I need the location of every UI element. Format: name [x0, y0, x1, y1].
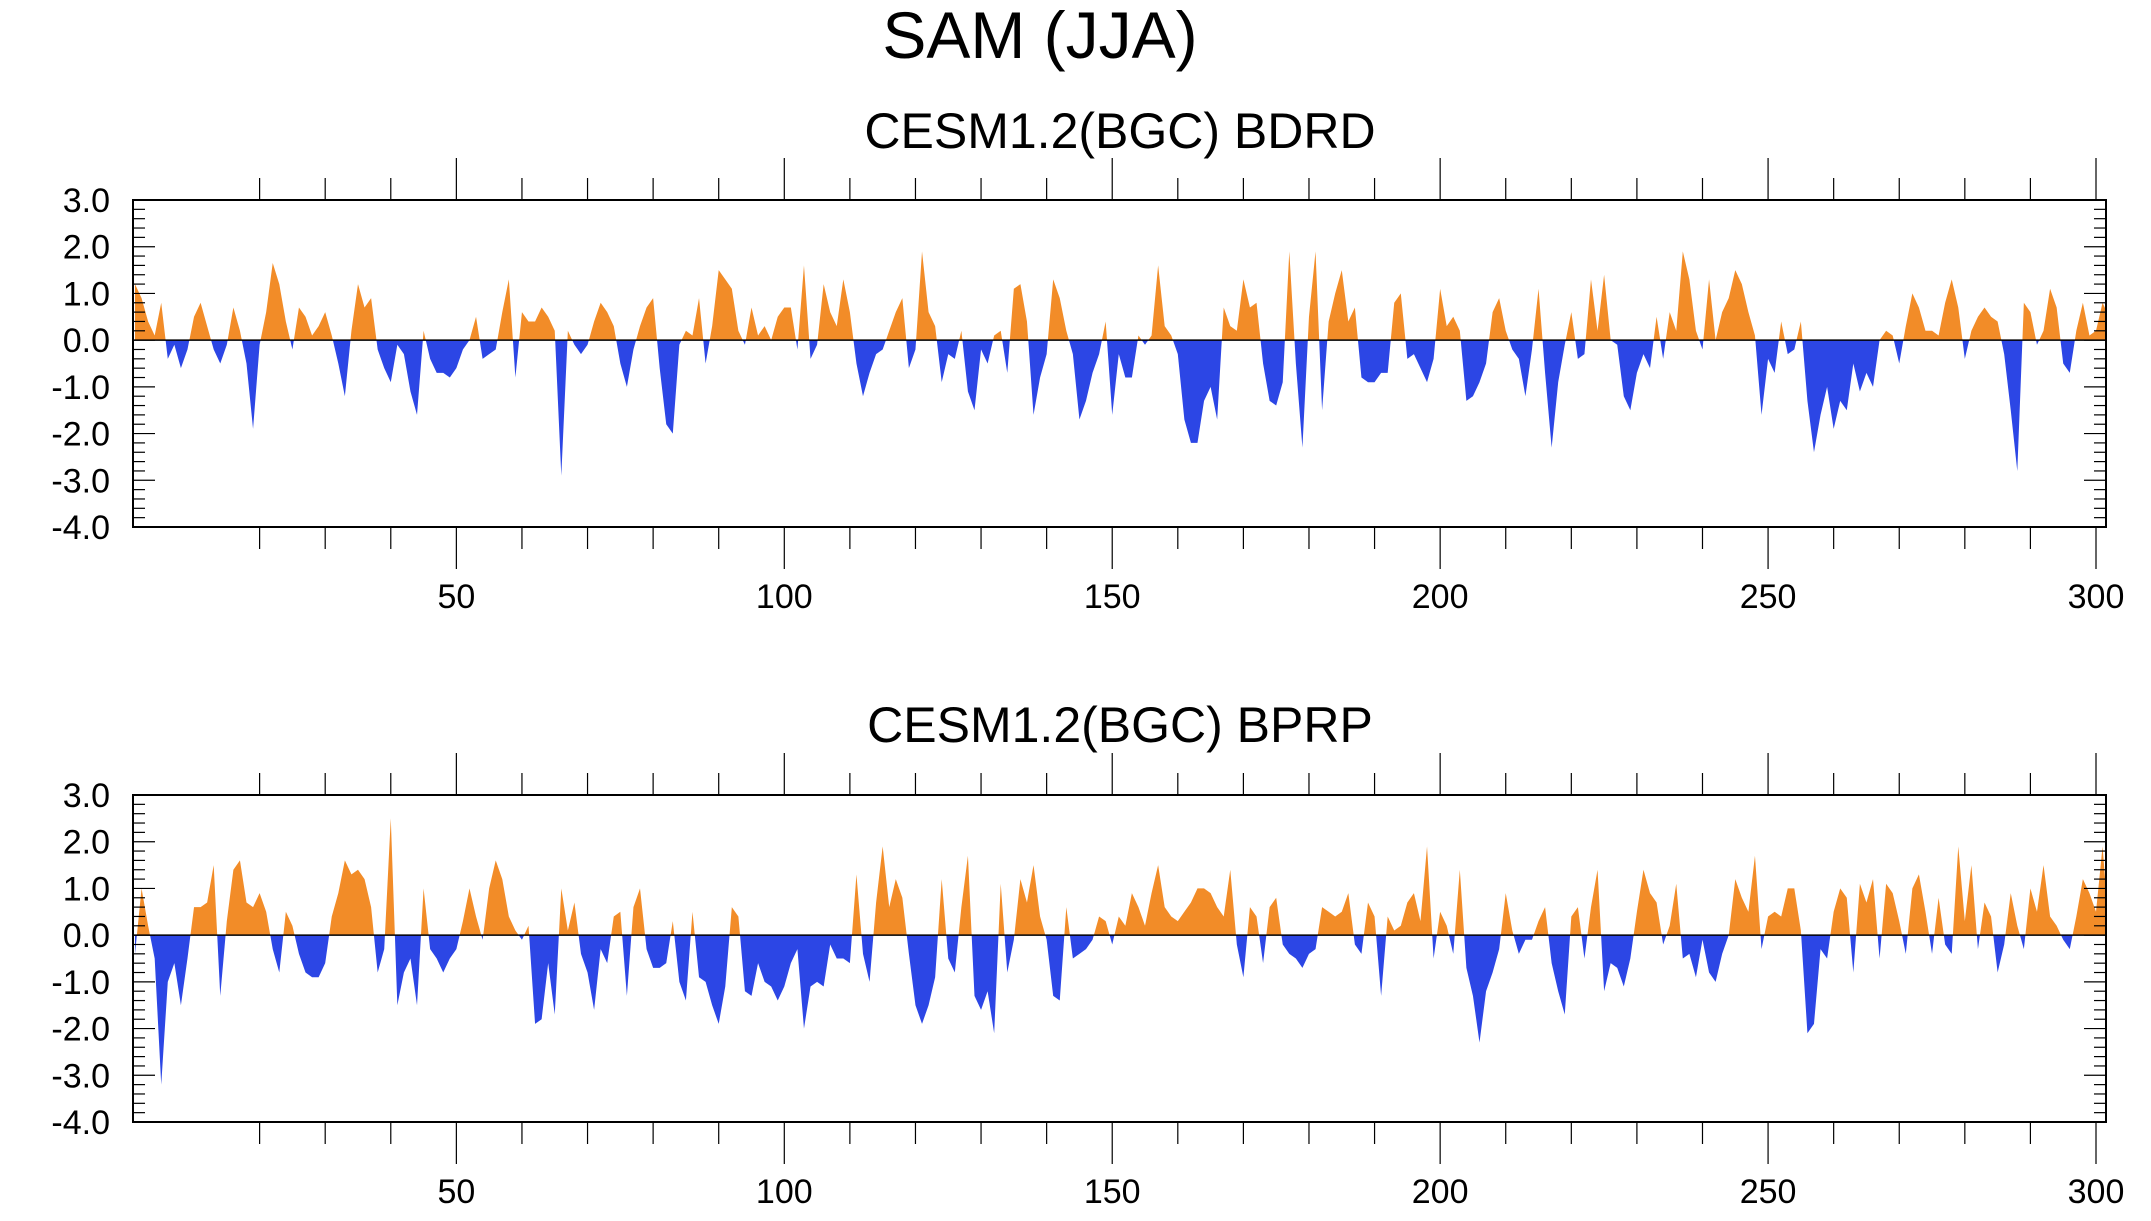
x-tick-label: 200 — [1412, 1173, 1469, 1211]
y-tick-label: -1.0 — [51, 964, 110, 1002]
y-tick-label: 2.0 — [63, 229, 110, 267]
y-tick-label: -1.0 — [51, 369, 110, 407]
chart-panel-bprp: CESM1.2(BGC) BPRP -4.0 -3.0 -2.0 -1.0 0.0 1.0 2… — [51, 697, 2125, 1211]
x-tick-label: 50 — [437, 578, 475, 616]
x-tick-label: 150 — [1084, 1173, 1141, 1211]
y-tick-label: 2.0 — [63, 824, 110, 862]
x-tick-label: 300 — [2068, 578, 2125, 616]
x-tick-label: 50 — [437, 1173, 475, 1211]
panel-title: CESM1.2(BGC) BDRD — [864, 103, 1375, 159]
y-tick-label: -4.0 — [51, 509, 110, 547]
y-tick-label: -2.0 — [51, 1011, 110, 1049]
y-tick-label: -2.0 — [51, 416, 110, 454]
x-tick-label: 300 — [2068, 1173, 2125, 1211]
y-tick-label: -4.0 — [51, 1104, 110, 1142]
x-tick-label: 200 — [1412, 578, 1469, 616]
x-tick-label: 100 — [756, 578, 813, 616]
x-tick-label: 100 — [756, 1173, 813, 1211]
figure-title: SAM (JJA) — [882, 0, 1197, 72]
y-tick-label: 0.0 — [63, 917, 110, 955]
y-tick-label: -3.0 — [51, 1057, 110, 1095]
negative-anomaly-area — [135, 935, 2073, 1085]
x-tick-label: 250 — [1740, 1173, 1797, 1211]
y-tick-label: 1.0 — [63, 870, 110, 908]
y-tick-label: 1.0 — [63, 275, 110, 313]
y-tick-label: 0.0 — [63, 322, 110, 360]
y-tick-label: 3.0 — [63, 777, 110, 815]
y-tick-label: 3.0 — [63, 182, 110, 220]
positive-anomaly-area — [135, 818, 2106, 936]
panel-title: CESM1.2(BGC) BPRP — [867, 697, 1373, 753]
plot-frame — [132, 199, 2107, 528]
negative-anomaly-area — [165, 340, 2075, 476]
positive-anomaly-area — [135, 251, 2106, 341]
x-tick-label: 150 — [1084, 578, 1141, 616]
y-tick-label: -3.0 — [51, 462, 110, 500]
chart-panel-bdrd: CESM1.2(BGC) BDRD -4.0 -3.0 -2.0 -1.0 0.0 1.0 2… — [51, 103, 2125, 616]
plot-frame — [132, 794, 2107, 1123]
x-tick-label: 250 — [1740, 578, 1797, 616]
